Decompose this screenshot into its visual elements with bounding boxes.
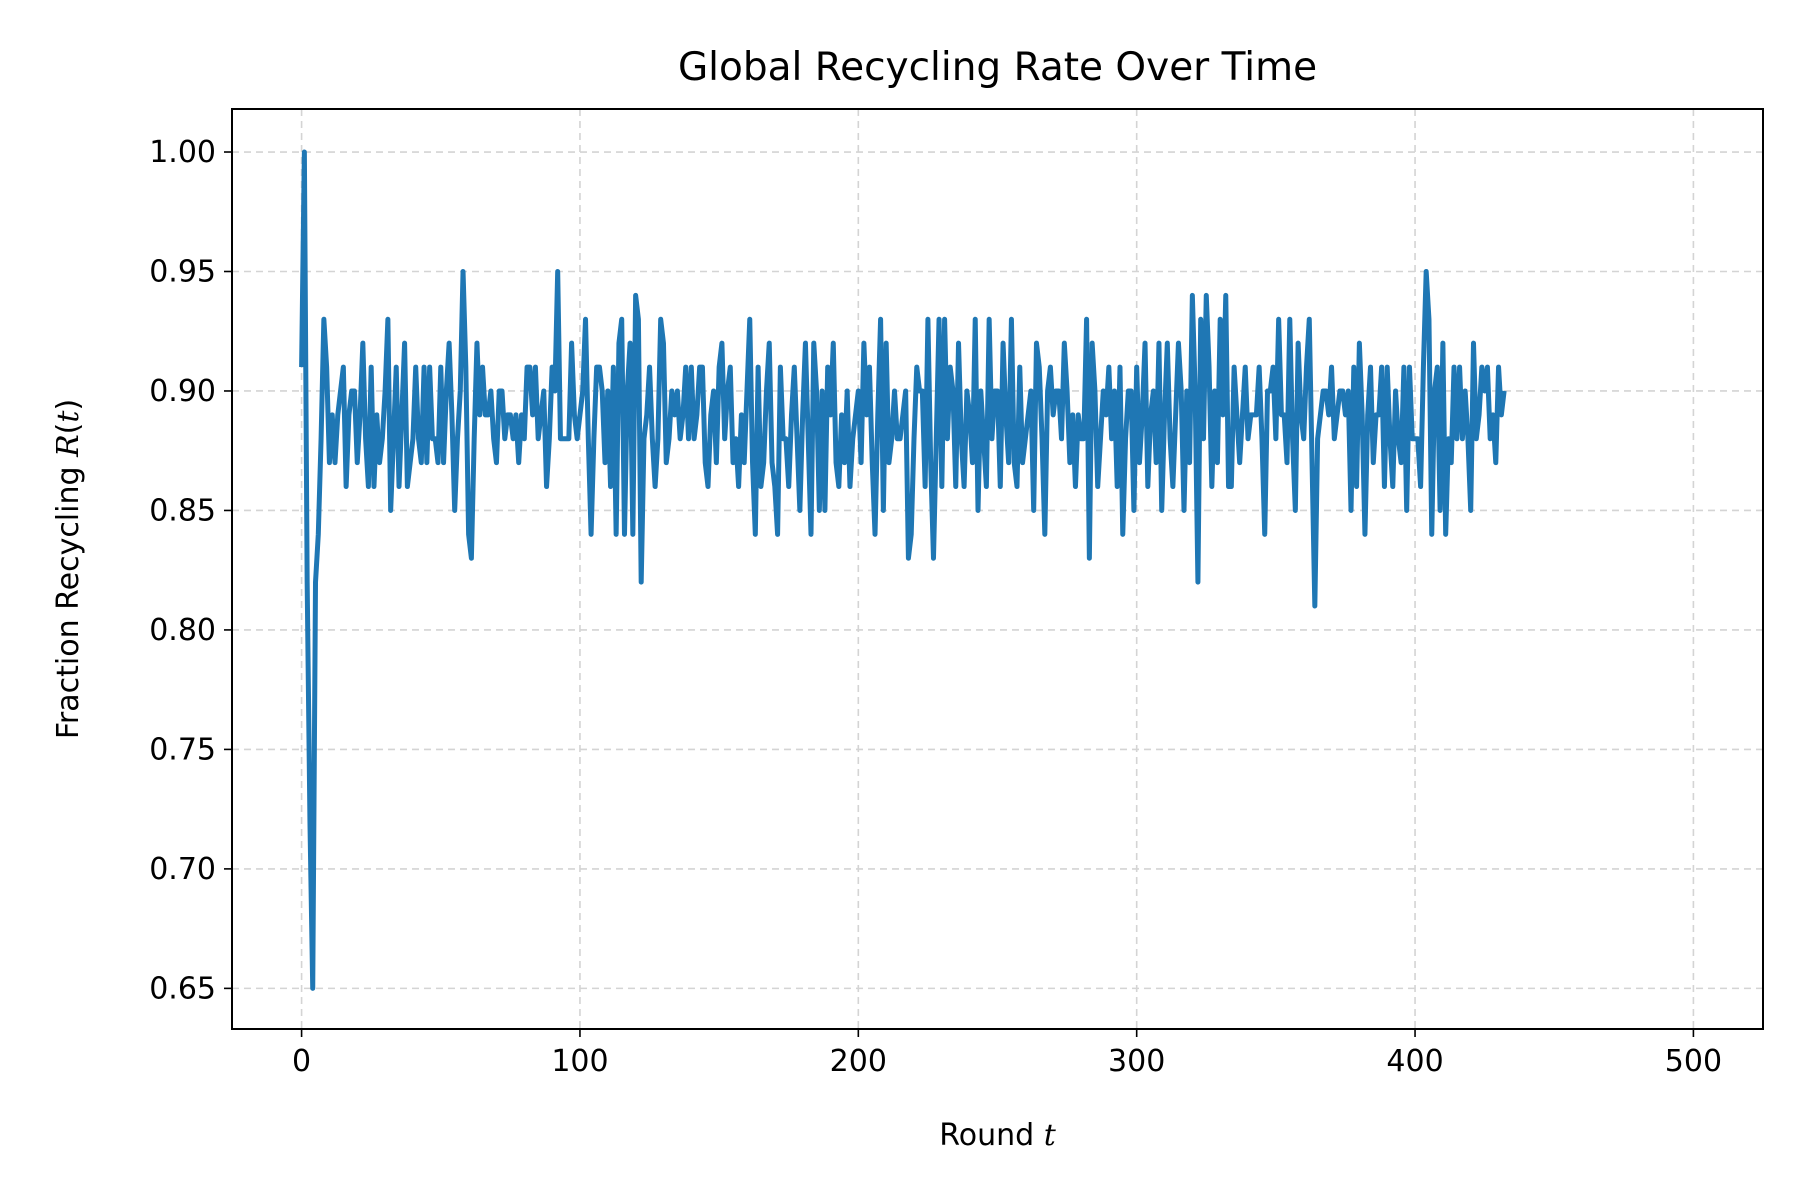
x-tick-label: 400 (1386, 1044, 1443, 1079)
y-tick-label: 0.75 (149, 732, 216, 767)
y-tick-label: 0.65 (149, 971, 216, 1006)
x-tick-label: 500 (1665, 1044, 1722, 1079)
series-line (299, 149, 1507, 991)
y-tick-label: 1.00 (149, 135, 216, 170)
y-axis-label: Fraction Recycling R(t) (51, 399, 86, 739)
x-tick-label: 200 (830, 1044, 887, 1079)
y-tick-label: 0.80 (149, 613, 216, 648)
x-axis-label: Round t (939, 1118, 1056, 1153)
x-tick-label: 0 (292, 1044, 311, 1079)
y-tick-label: 0.85 (149, 493, 216, 528)
y-tick-label: 0.70 (149, 852, 216, 887)
ticks-layer: 0 100 200 300 400 500 0.65 0.70 0.75 0.80 0.85 0.90… (149, 135, 1722, 1079)
x-tick-label: 100 (551, 1044, 608, 1079)
series-layer (299, 149, 1507, 991)
y-tick-label: 0.95 (149, 254, 216, 289)
gridlines (232, 109, 1763, 1029)
chart-title: Global Recycling Rate Over Time (678, 45, 1317, 90)
plot-frame (231, 108, 1764, 1030)
y-tick-label: 0.90 (149, 374, 216, 409)
x-tick-label: 300 (1108, 1044, 1165, 1079)
